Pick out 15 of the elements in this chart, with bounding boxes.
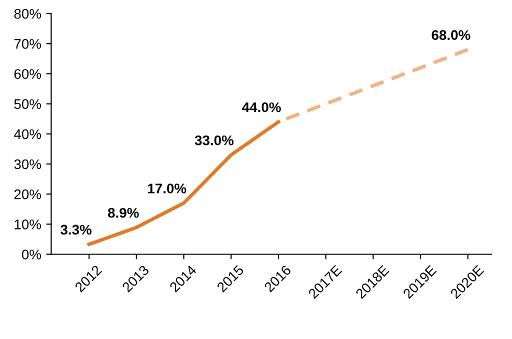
data-label: 3.3% [60, 224, 92, 235]
data-label: 44.0% [242, 102, 281, 112]
y-tick-label: 60% [14, 69, 41, 79]
y-tick-label: 40% [14, 129, 41, 140]
y-tick-label: 30% [14, 159, 41, 170]
data-label: 33.0% [194, 135, 234, 146]
y-tick-label: 0% [22, 250, 41, 260]
y-tick-label: 10% [14, 220, 41, 230]
data-label: 8.9% [108, 208, 139, 218]
y-tick-label: 20% [14, 189, 41, 200]
data-label: 68.0% [432, 30, 470, 40]
data-label: 17.0% [148, 184, 186, 194]
y-tick-label: 80% [14, 8, 41, 19]
y-tick-label: 70% [14, 38, 41, 49]
y-tick-label: 50% [14, 99, 41, 109]
